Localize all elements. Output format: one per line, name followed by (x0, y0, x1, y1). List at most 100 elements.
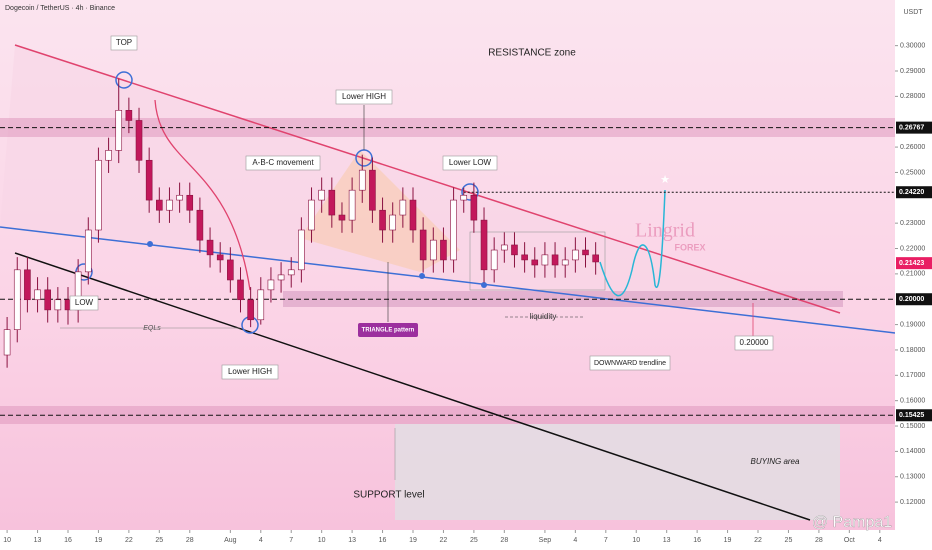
x-tick-label: 22 (754, 537, 762, 544)
watermark: Lingrid (635, 220, 695, 242)
x-tick-label: 16 (64, 537, 72, 544)
level-label: 0.24220 (899, 189, 924, 196)
candle-body (125, 110, 133, 121)
candle-body (298, 229, 305, 271)
annotation: BUYING area (751, 457, 800, 466)
x-tick-label: 22 (125, 537, 133, 544)
level-label: 0.26767 (899, 124, 924, 131)
header: Dogecoin / TetherUS · 4h · Binance (5, 5, 115, 12)
annotation: Lower HIGH (342, 92, 386, 101)
label-box (589, 355, 671, 371)
channel-fill (0, 45, 895, 333)
candle-body (247, 299, 254, 321)
candle-body (338, 214, 346, 221)
annotation: Lower HIGH (228, 367, 272, 376)
annotation: A-B-C movement (252, 158, 314, 167)
x-tick-label: 10 (632, 537, 640, 544)
candle-body (369, 169, 376, 211)
x-tick-label: 13 (34, 537, 42, 544)
y-tick-label: 0.22000 (900, 245, 925, 252)
x-tick-label: 7 (289, 537, 293, 544)
candle-body (541, 254, 549, 266)
candle-body (115, 110, 123, 151)
x-tick-label: 28 (815, 537, 823, 544)
y-tick-label: 0.30000 (900, 42, 925, 49)
x-tick-label: 16 (379, 537, 387, 544)
candle-body (399, 199, 407, 216)
y-tick-label: 0.29000 (900, 68, 925, 75)
x-tick-label: 13 (663, 537, 671, 544)
candle-body (277, 274, 285, 281)
y-tick-label: 0.17000 (900, 372, 925, 379)
annotation: TRIANGLE pattern (362, 328, 415, 334)
buying-area (395, 424, 840, 520)
label-box (245, 155, 321, 171)
label-box (221, 364, 279, 380)
label-box (110, 35, 138, 51)
annotation: LOW (75, 298, 94, 307)
x-tick-label: 10 (3, 537, 11, 544)
candle-body (186, 194, 194, 211)
candle-body (44, 289, 51, 311)
level-box (896, 186, 932, 199)
candle-body (450, 199, 457, 261)
candle-body (531, 259, 539, 266)
candle-body (440, 239, 447, 261)
candle-body (511, 244, 518, 256)
x-tick-label: 7 (604, 537, 608, 544)
x-tick-label: 25 (785, 537, 793, 544)
y-tick-label: 0.28000 (900, 93, 925, 100)
time-axis (0, 530, 895, 550)
projection (599, 189, 666, 297)
candle-body (216, 254, 224, 261)
candle-body (429, 239, 437, 261)
x-tick-label: Oct (844, 537, 855, 544)
y-tick-label: 0.23000 (900, 220, 925, 227)
candle-body (592, 254, 599, 263)
y-tick-label: 0.18000 (900, 347, 925, 354)
candle-body (419, 229, 427, 261)
candle-body (34, 289, 41, 301)
y-tick-label: 0.25000 (900, 169, 925, 176)
y-tick-label: 0.12000 (900, 499, 925, 506)
candle-body (389, 214, 397, 231)
candle-body (176, 194, 183, 201)
candle-body (460, 194, 468, 201)
annotation: liquidity (530, 312, 557, 321)
candle-body (409, 199, 417, 231)
candle-body (206, 239, 214, 256)
x-tick-label: 19 (409, 537, 417, 544)
level-box (896, 293, 932, 306)
candle-body (105, 150, 112, 161)
label-box (358, 323, 418, 337)
candle-body (318, 189, 325, 201)
annotation: Lower LOW (449, 158, 492, 167)
label-box (442, 155, 498, 171)
level-label: 0.20000 (899, 296, 924, 303)
currency: USDT (903, 9, 923, 16)
y-tick-label: 0.13000 (900, 474, 925, 481)
price-axis (895, 0, 932, 550)
candle-body (257, 289, 265, 321)
candle-body (95, 159, 102, 231)
candle-body (551, 254, 559, 266)
candle-body (196, 209, 204, 241)
candle-body (561, 259, 569, 266)
x-tick-label: 25 (470, 537, 478, 544)
x-tick-label: 4 (878, 537, 882, 544)
candle-body (237, 279, 244, 301)
x-tick-label: Sep (539, 537, 552, 544)
black-trendline (14, 252, 811, 521)
candle-body (145, 159, 153, 201)
x-tick-label: 25 (155, 537, 163, 544)
label-box (734, 335, 774, 351)
label-box (69, 295, 99, 311)
red-trendline (14, 44, 841, 314)
candle-body (13, 269, 21, 330)
candle-body (379, 209, 386, 231)
x-tick-label: 13 (348, 537, 356, 544)
y-tick-label: 0.19000 (900, 321, 925, 328)
level-label: 0.15425 (899, 412, 924, 419)
watermark: FOREX (674, 242, 705, 252)
